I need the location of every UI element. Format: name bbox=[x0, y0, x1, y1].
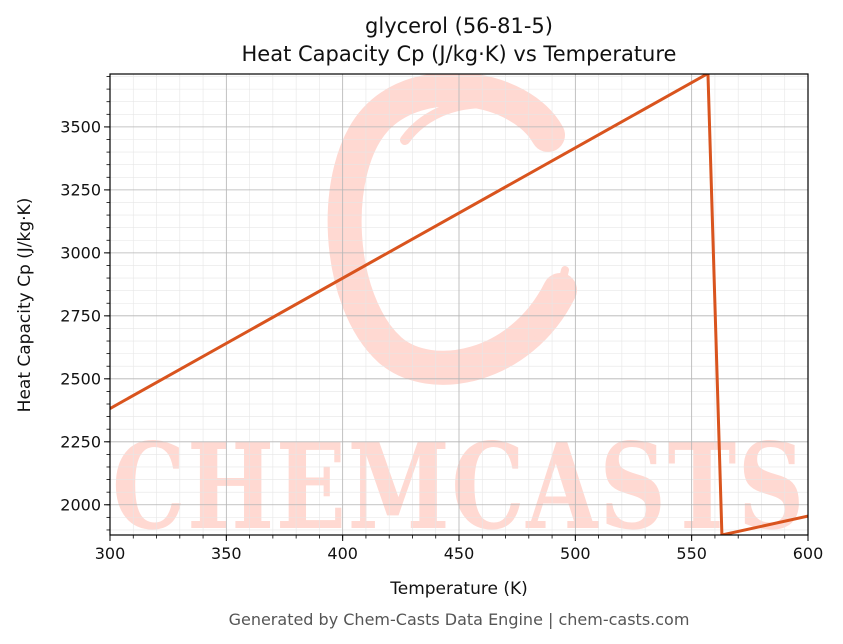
watermark-text: CHEMCASTS bbox=[112, 417, 806, 556]
chart-title: glycerol (56-81-5) bbox=[365, 14, 553, 38]
y-tick-label: 2250 bbox=[60, 432, 101, 451]
x-axis-label: Temperature (K) bbox=[389, 579, 528, 599]
watermark: CHEMCASTS bbox=[112, 74, 806, 556]
x-tick-label: 400 bbox=[327, 544, 358, 563]
tick-labels: 300 350 400 450 500 550 600 2000 2250 2500 2750 300… bbox=[60, 117, 823, 563]
footer-credit: Generated by Chem-Casts Data Engine | ch… bbox=[229, 610, 690, 629]
series-layer bbox=[110, 74, 808, 535]
y-axis-label: Heat Capacity Cp (J/kg·K) bbox=[15, 198, 35, 413]
y-tick-label: 3250 bbox=[60, 180, 101, 199]
x-tick-label: 300 bbox=[95, 544, 126, 563]
axis-ticks bbox=[104, 76, 809, 541]
y-tick-label: 2500 bbox=[60, 369, 101, 388]
watermark-swirl-icon bbox=[327, 74, 577, 385]
x-tick-label: 500 bbox=[560, 544, 591, 563]
chart-subtitle: Heat Capacity Cp (J/kg·K) vs Temperature bbox=[242, 42, 677, 66]
y-tick-label: 3000 bbox=[60, 243, 101, 262]
x-tick-label: 550 bbox=[676, 544, 707, 563]
x-tick-label: 600 bbox=[793, 544, 824, 563]
y-tick-label: 2750 bbox=[60, 306, 101, 325]
y-tick-label: 3500 bbox=[60, 117, 101, 136]
y-tick-label: 2000 bbox=[60, 495, 101, 514]
series-line bbox=[110, 74, 808, 535]
x-tick-label: 350 bbox=[211, 544, 242, 563]
x-tick-label: 450 bbox=[444, 544, 475, 563]
